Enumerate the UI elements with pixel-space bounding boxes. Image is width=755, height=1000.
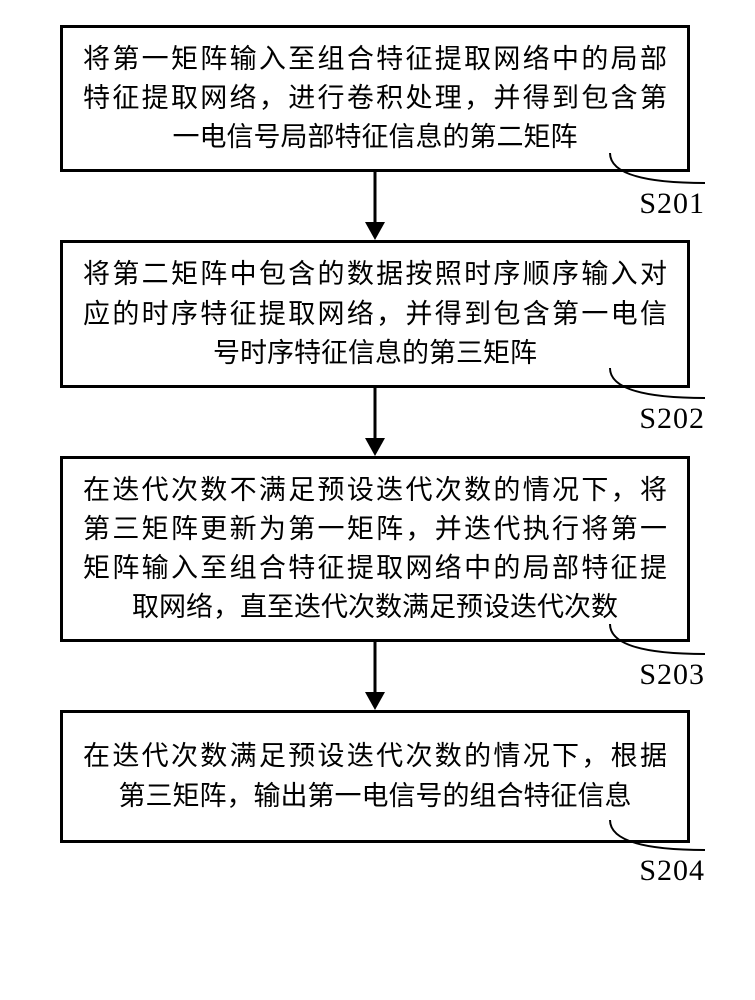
arrow-connector xyxy=(60,642,690,710)
step-s204: 在迭代次数满足预设迭代次数的情况下，根据 第三矩阵，输出第一电信号的组合特征信息… xyxy=(50,710,700,842)
step-text-line: 将第一矩阵输入至组合特征提取网络中的局部 xyxy=(83,40,667,79)
step-text-line: 第三矩阵更新为第一矩阵，并迭代执行将第一 xyxy=(83,510,667,549)
flowchart-container: 将第一矩阵输入至组合特征提取网络中的局部 特征提取网络，进行卷积处理，并得到包含… xyxy=(50,25,700,843)
arrow-connector xyxy=(60,172,690,240)
step-text-line: 将第二矩阵中包含的数据按照时序顺序输入对 xyxy=(83,255,667,294)
step-text-line: 在迭代次数满足预设迭代次数的情况下，根据 xyxy=(83,737,667,776)
arrow-down-icon xyxy=(355,642,395,710)
step-s203: 在迭代次数不满足预设迭代次数的情况下，将 第三矩阵更新为第一矩阵，并迭代执行将第… xyxy=(50,456,700,643)
step-text-line: 矩阵输入至组合特征提取网络中的局部特征提 xyxy=(83,549,667,588)
step-text-line: 应的时序特征提取网络，并得到包含第一电信 xyxy=(83,295,667,334)
arrow-connector xyxy=(60,388,690,456)
arrow-down-icon xyxy=(355,172,395,240)
step-text-line: 特征提取网络，进行卷积处理，并得到包含第 xyxy=(83,79,667,118)
step-text-line: 在迭代次数不满足预设迭代次数的情况下，将 xyxy=(83,471,667,510)
arrow-down-icon xyxy=(355,388,395,456)
step-s201: 将第一矩阵输入至组合特征提取网络中的局部 特征提取网络，进行卷积处理，并得到包含… xyxy=(50,25,700,172)
step-label: S204 xyxy=(639,854,705,888)
step-s202: 将第二矩阵中包含的数据按照时序顺序输入对 应的时序特征提取网络，并得到包含第一电… xyxy=(50,240,700,387)
